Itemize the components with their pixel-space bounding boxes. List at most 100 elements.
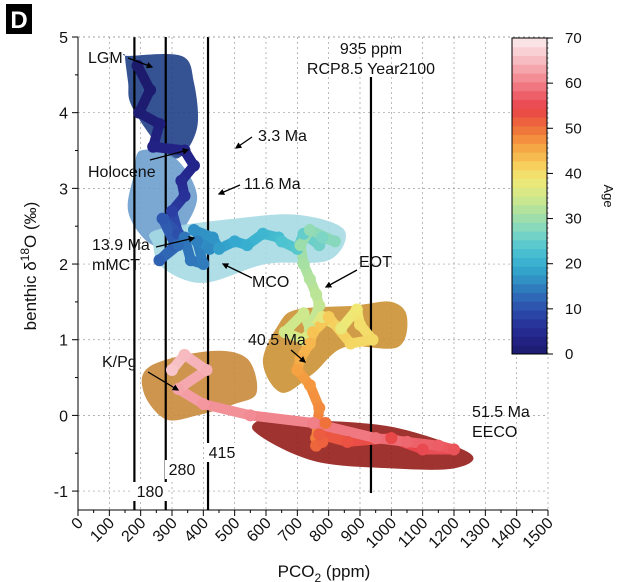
data-point [166, 205, 178, 218]
colorbar-band [512, 336, 547, 346]
data-point [187, 159, 200, 172]
data-point [307, 326, 319, 339]
data-point [313, 428, 326, 441]
colorbar-band [512, 327, 547, 337]
data-point [275, 235, 288, 248]
data-point [303, 223, 316, 236]
data-point [401, 435, 413, 448]
y-tick-label: 4 [59, 106, 68, 123]
x-tick-label: 800 [307, 515, 338, 546]
data-point [144, 83, 157, 96]
data-point [369, 432, 382, 445]
annotation-lgm: LGM [88, 50, 123, 67]
data-point [310, 288, 323, 301]
y-tick-label: 0 [59, 408, 68, 425]
data-point [341, 435, 354, 448]
data-point [319, 416, 332, 429]
data-point [344, 337, 357, 350]
colorbar-band [512, 318, 547, 329]
x-tick-label: 700 [275, 515, 306, 546]
annotation-13-9-ma-line2: mMCT [92, 257, 140, 274]
data-point [366, 333, 379, 346]
data-point [244, 409, 257, 422]
annotation-arrow-lgm [127, 57, 154, 69]
panel-label-box [6, 4, 32, 34]
colorbar: 0 10 20 30 40 50 60 70 Age [511, 30, 616, 363]
annotations: 180 280 415 935 ppm RCP8.5 Year2100 LGM Holoce… [88, 41, 530, 501]
data-point [278, 326, 291, 339]
colorbar-band [512, 160, 547, 171]
y-tick-label: -1 [54, 484, 68, 501]
data-point [191, 235, 204, 248]
series-segment [198, 399, 256, 421]
annotation-3-3-ma: 3.3 Ma [258, 128, 307, 145]
colorbar-band [512, 196, 547, 206]
colorbar-band [512, 73, 547, 83]
colorbar-band [512, 169, 547, 179]
data-point [256, 227, 269, 240]
data-point [322, 311, 335, 324]
colorbar-band [512, 178, 547, 188]
series-0 [131, 59, 460, 456]
x-tick-label: 1500 [520, 515, 557, 552]
colorbar-band [512, 64, 547, 74]
x-tick-label: 500 [213, 515, 244, 546]
data-point [156, 212, 169, 225]
colorbar-band [512, 117, 547, 127]
data-point [175, 174, 188, 187]
data-point [297, 258, 310, 271]
annotation-mco: MCO [252, 274, 289, 291]
annotation-arrow-eot [324, 269, 358, 288]
y-tick-label: 5 [59, 30, 68, 47]
data-point [200, 363, 213, 376]
x-tick-label: 1400 [488, 515, 525, 552]
colorbar-frame [511, 37, 548, 355]
series-segment [245, 410, 318, 428]
data-point [241, 239, 254, 252]
data-point [197, 398, 210, 411]
data-point [133, 106, 146, 119]
data-point [350, 303, 363, 316]
y-tick-label: 2 [59, 257, 68, 274]
colorbar-band [512, 38, 547, 48]
data-point [228, 235, 241, 248]
colorbar-band [512, 248, 547, 258]
annotation-holocene: Holocene [88, 164, 156, 181]
reference-label-180: 180 [137, 484, 164, 501]
annotation-eot: EOT [359, 254, 392, 271]
x-tick-label: 200 [119, 515, 150, 546]
colorbar-band [512, 81, 547, 92]
data-point [385, 432, 398, 445]
colorbar-band [512, 257, 547, 267]
colorbar-tick-label: 60 [565, 75, 582, 92]
x-tick-label: 100 [87, 515, 118, 546]
x-tick-label: 1100 [395, 515, 431, 551]
colorbar-band [512, 345, 547, 355]
annotation-51-5-ma: 51.5 Ma [472, 404, 530, 421]
data-point [184, 254, 197, 267]
annotation-40-5-ma: 40.5 Ma [248, 332, 306, 349]
x-tick-label: 1200 [426, 515, 463, 552]
colorbar-band [512, 90, 547, 100]
colorbar-band [512, 301, 547, 311]
annotation-arrow-13-9-ma [155, 236, 196, 248]
data-point [203, 242, 216, 255]
colorbar-band [512, 55, 547, 65]
colorbar-tick-label: 70 [565, 30, 582, 47]
data-point [303, 273, 316, 286]
data-point [313, 401, 326, 414]
colorbar-tick-label: 30 [565, 211, 582, 228]
x-axis-label: PCO2 (ppm) [278, 562, 371, 582]
colorbar-band [512, 283, 547, 294]
data-point [432, 439, 445, 452]
reference-label-935-line2: RCP8.5 Year2100 [307, 61, 435, 78]
data-point [307, 416, 319, 429]
x-tick-label: 400 [181, 515, 212, 546]
colorbar-label: Age [601, 184, 616, 207]
reference-label-935: 935 ppm [340, 41, 402, 58]
annotation-arrow-mco [221, 263, 253, 279]
reference-label-415: 415 [209, 445, 236, 462]
annotation-13-9-ma: 13.9 Ma [92, 237, 150, 254]
colorbar-band [512, 310, 547, 320]
